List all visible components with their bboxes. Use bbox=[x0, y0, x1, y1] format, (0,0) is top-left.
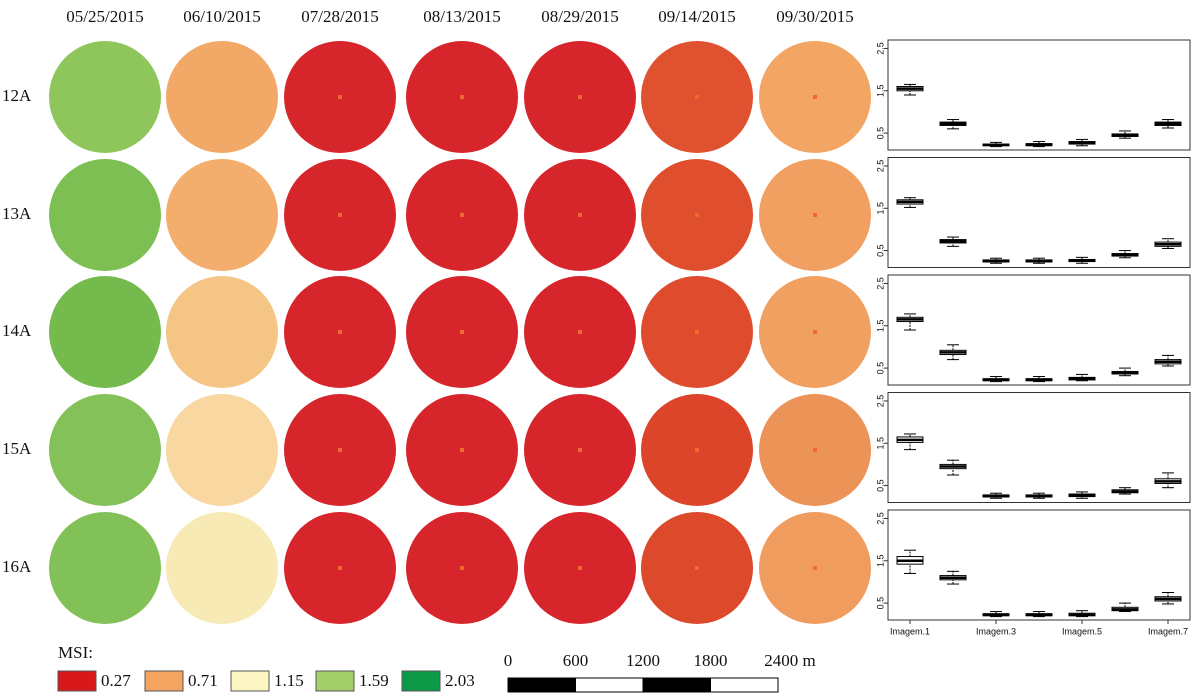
pivot-center bbox=[578, 95, 582, 99]
y-tick-label: 2.5 bbox=[875, 42, 885, 55]
y-tick-label: 0.5 bbox=[875, 127, 885, 140]
pivot-center bbox=[578, 448, 582, 452]
msi-map bbox=[166, 276, 278, 388]
pivot-center bbox=[813, 566, 817, 570]
date-label: 06/10/2015 bbox=[183, 7, 260, 26]
pivot-center bbox=[695, 95, 699, 99]
pivot-center bbox=[813, 95, 817, 99]
scale-label: 1200 bbox=[626, 651, 660, 670]
pivot-center bbox=[695, 213, 699, 217]
row-label: 14A bbox=[2, 321, 32, 340]
msi-map bbox=[166, 512, 278, 624]
pivot-center bbox=[338, 330, 342, 334]
pivot-center bbox=[460, 95, 464, 99]
y-tick-label: 1.5 bbox=[875, 202, 885, 215]
row-label: 15A bbox=[2, 439, 32, 458]
pivot-center bbox=[338, 566, 342, 570]
msi-map bbox=[166, 394, 278, 506]
row-label: 16A bbox=[2, 557, 32, 576]
row-label: 12A bbox=[2, 86, 32, 105]
pivot-center bbox=[695, 448, 699, 452]
x-tick-label: Imagem.3 bbox=[976, 626, 1016, 636]
y-tick-label: 2.5 bbox=[875, 277, 885, 290]
pivot-center bbox=[338, 213, 342, 217]
y-tick-label: 2.5 bbox=[875, 395, 885, 408]
legend-label: 2.03 bbox=[445, 671, 475, 690]
y-tick-label: 0.5 bbox=[875, 362, 885, 375]
plot-frame bbox=[887, 509, 1191, 621]
msi-map bbox=[166, 41, 278, 153]
legend-label: 0.71 bbox=[188, 671, 218, 690]
y-tick-label: 0.5 bbox=[875, 597, 885, 610]
msi-map bbox=[49, 394, 161, 506]
y-tick-label: 1.5 bbox=[875, 320, 885, 333]
scale-segment bbox=[710, 677, 779, 693]
scale-label: 2400 m bbox=[764, 651, 815, 670]
y-tick-label: 1.5 bbox=[875, 555, 885, 568]
y-tick-label: 1.5 bbox=[875, 85, 885, 98]
scale-segment bbox=[642, 677, 711, 693]
legend-label: 0.27 bbox=[101, 671, 131, 690]
date-label: 09/30/2015 bbox=[776, 7, 853, 26]
msi-map bbox=[166, 159, 278, 271]
msi-map bbox=[49, 41, 161, 153]
pivot-center bbox=[578, 566, 582, 570]
pivot-center bbox=[695, 566, 699, 570]
msi-map bbox=[49, 159, 161, 271]
scale-label: 1800 bbox=[694, 651, 728, 670]
pivot-center bbox=[460, 566, 464, 570]
scale-segment bbox=[507, 677, 576, 693]
pivot-center bbox=[578, 330, 582, 334]
scale-label: 600 bbox=[563, 651, 589, 670]
x-tick-label: Imagem.1 bbox=[890, 626, 930, 636]
y-tick-label: 1.5 bbox=[875, 437, 885, 450]
x-tick-label: Imagem.7 bbox=[1148, 626, 1188, 636]
legend-swatch bbox=[230, 670, 270, 692]
pivot-center bbox=[813, 330, 817, 334]
pivot-center bbox=[460, 448, 464, 452]
legend-label: 1.15 bbox=[274, 671, 304, 690]
x-tick-label: Imagem.5 bbox=[1062, 626, 1102, 636]
pivot-center bbox=[460, 213, 464, 217]
pivot-center bbox=[460, 330, 464, 334]
plot-frame bbox=[887, 157, 1191, 268]
legend-swatch bbox=[57, 670, 97, 692]
plot-frame bbox=[887, 274, 1191, 386]
legend-swatch bbox=[401, 670, 441, 692]
legend-label: 1.59 bbox=[359, 671, 389, 690]
plot-frame bbox=[887, 392, 1191, 503]
date-label: 05/25/2015 bbox=[66, 7, 143, 26]
legend-swatch bbox=[315, 670, 355, 692]
date-label: 07/28/2015 bbox=[301, 7, 378, 26]
pivot-center bbox=[813, 448, 817, 452]
scale-segment bbox=[575, 677, 644, 693]
y-tick-label: 2.5 bbox=[875, 160, 885, 173]
y-tick-label: 2.5 bbox=[875, 512, 885, 525]
plot-frame bbox=[887, 39, 1191, 151]
date-label: 08/13/2015 bbox=[423, 7, 500, 26]
pivot-center bbox=[578, 213, 582, 217]
legend-swatch bbox=[144, 670, 184, 692]
pivot-center bbox=[338, 448, 342, 452]
msi-map bbox=[49, 276, 161, 388]
date-label: 08/29/2015 bbox=[541, 7, 618, 26]
scale-label: 0 bbox=[504, 651, 513, 670]
date-label: 09/14/2015 bbox=[658, 7, 735, 26]
msi-map bbox=[49, 512, 161, 624]
y-tick-label: 0.5 bbox=[875, 244, 885, 257]
legend-title: MSI: bbox=[58, 643, 93, 662]
pivot-center bbox=[338, 95, 342, 99]
pivot-center bbox=[695, 330, 699, 334]
y-tick-label: 0.5 bbox=[875, 479, 885, 492]
pivot-center bbox=[813, 213, 817, 217]
row-label: 13A bbox=[2, 204, 32, 223]
